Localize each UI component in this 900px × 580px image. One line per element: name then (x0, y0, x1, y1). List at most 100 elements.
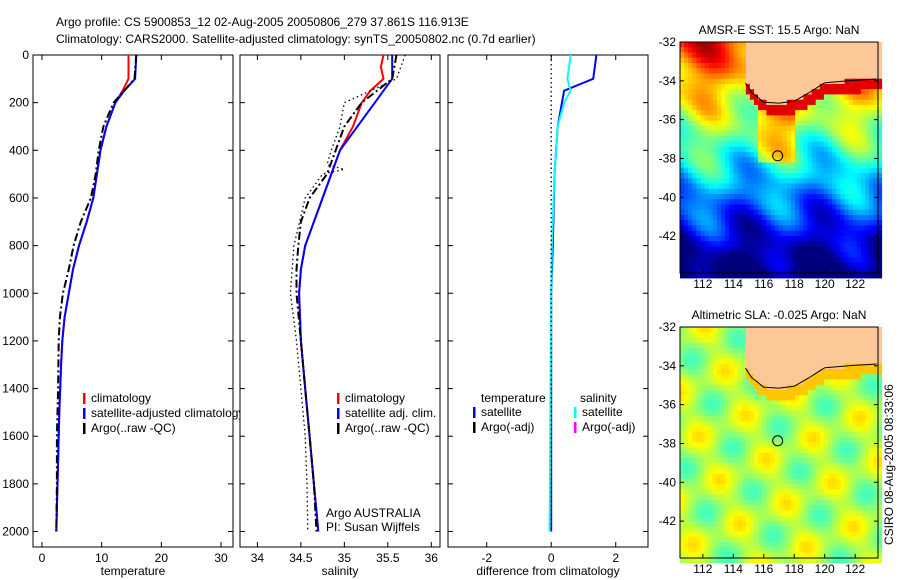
map-cell (865, 272, 870, 279)
map-cell (725, 99, 730, 106)
map-cell (733, 251, 739, 258)
map-cell (782, 204, 788, 211)
map-cell (823, 531, 829, 538)
map-cell (680, 136, 685, 143)
map-cell (811, 209, 817, 216)
map-cell (832, 230, 837, 237)
map-cell (844, 389, 850, 396)
map-cell (754, 547, 759, 553)
map-cell (733, 188, 739, 195)
map-cell (828, 63, 833, 69)
map-cell (737, 47, 743, 53)
map-cell (758, 225, 763, 232)
map-cell (704, 410, 710, 417)
map-cell (745, 515, 751, 522)
map-cell (778, 389, 784, 396)
map-cell (791, 557, 796, 564)
map-cell (717, 337, 722, 344)
map-cell (696, 241, 702, 247)
map-cell (766, 178, 772, 185)
map-cell (696, 353, 702, 359)
map-cell (749, 152, 755, 158)
map-cell (700, 272, 706, 279)
map-cell (721, 541, 726, 548)
map-cell (807, 442, 813, 449)
map-cell (791, 541, 796, 548)
map-cell (745, 167, 751, 174)
map-cell (729, 447, 734, 454)
map-cell (852, 489, 858, 496)
map-cell (692, 526, 697, 532)
map-cell (860, 162, 866, 169)
map-cell (749, 272, 755, 279)
map-cell (811, 348, 817, 354)
map-cell (819, 220, 825, 226)
map-cell (704, 426, 710, 433)
map-cell (811, 73, 817, 80)
map-cell (823, 136, 829, 143)
map-cell (684, 262, 689, 268)
map-cell (815, 437, 821, 443)
map-cell (688, 83, 693, 90)
map-cell (680, 463, 685, 470)
map-cell (766, 520, 772, 527)
map-cell (774, 332, 780, 338)
map-cell (815, 157, 821, 164)
map-cell (745, 327, 751, 333)
map-cell (712, 199, 718, 205)
map-cell (762, 120, 767, 127)
map-cell (873, 374, 878, 380)
map-cell (712, 230, 718, 237)
map-cell (712, 389, 718, 396)
map-cell (823, 235, 829, 242)
map-cell (873, 42, 878, 48)
map-cell (819, 368, 825, 375)
map-cell (758, 57, 763, 64)
map-cell (725, 178, 730, 185)
map-cell (688, 348, 693, 354)
map-cell (844, 327, 850, 333)
map-cell (791, 452, 796, 459)
map-cell (869, 246, 874, 253)
map-cell (828, 473, 833, 480)
map-cell (782, 52, 788, 59)
map-cell (717, 389, 722, 396)
map-cell (844, 256, 850, 263)
map-cell (844, 225, 850, 232)
map-cell (815, 194, 821, 200)
map-cell (717, 173, 722, 179)
map-cell (737, 520, 743, 527)
map-cell (795, 327, 800, 333)
map-cell (819, 146, 825, 153)
map-cell (708, 47, 714, 53)
map-cell (729, 136, 734, 143)
map-cell (840, 437, 846, 443)
map-cell (799, 230, 804, 237)
map-cell (860, 120, 866, 127)
map-cell (877, 400, 883, 407)
map-cell (704, 515, 710, 522)
map-cell (766, 410, 772, 417)
map-cell (725, 405, 730, 412)
legend-swatch (337, 393, 340, 404)
map-cell (725, 494, 730, 501)
map-cell (762, 531, 767, 538)
map-cell (774, 94, 780, 101)
map-cell (786, 110, 792, 116)
map-cell (754, 225, 759, 232)
map-cell (828, 73, 833, 80)
map-cell (688, 246, 693, 253)
map-cell (844, 183, 850, 190)
map-cell (873, 272, 878, 279)
map-cell (721, 178, 726, 185)
map-cell (782, 120, 788, 127)
map-cell (823, 89, 829, 95)
map-cell (815, 57, 821, 64)
map-cell (848, 52, 854, 59)
map-cell (807, 463, 813, 470)
map-cell (848, 215, 854, 221)
map-cell (807, 348, 813, 354)
map-cell (749, 547, 755, 553)
map-cell (782, 157, 788, 164)
map-cell (762, 246, 767, 253)
